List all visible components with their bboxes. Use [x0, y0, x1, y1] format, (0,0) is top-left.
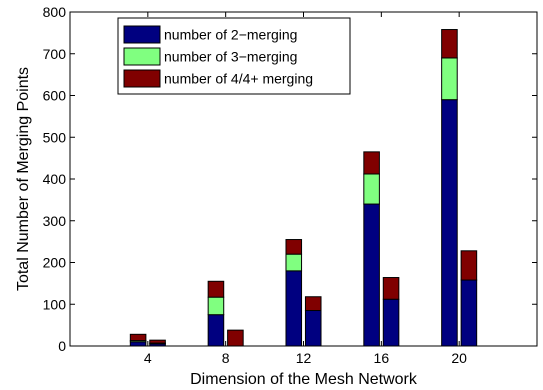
bar-segment-7-series-1 — [364, 204, 380, 346]
y-tick-label: 100 — [43, 296, 67, 312]
legend-label-1: number of 2−merging — [164, 27, 297, 43]
bar-segment-5-series-2 — [286, 254, 302, 271]
y-tick-label: 500 — [43, 129, 67, 145]
bar-segment-9-series-3 — [442, 30, 458, 58]
bar-segment-3-series-2 — [208, 297, 224, 315]
bar-segment-6-series-3 — [305, 297, 321, 311]
x-axis-label: Dimension of the Mesh Network — [190, 371, 418, 388]
bar-segment-7-series-2 — [364, 174, 380, 204]
x-tick-label: 4 — [144, 350, 152, 366]
x-tick-label: 8 — [222, 350, 230, 366]
bar-segment-10-series-1 — [461, 280, 477, 346]
bar-segment-3-series-1 — [208, 315, 224, 346]
legend-swatch-2 — [124, 48, 160, 65]
bar-segment-6-series-1 — [305, 311, 321, 346]
y-tick-label: 200 — [43, 255, 67, 271]
y-tick-label: 800 — [43, 4, 67, 20]
bar-segment-9-series-1 — [442, 100, 458, 346]
bar-segment-9-series-2 — [442, 58, 458, 100]
y-tick-label: 600 — [43, 88, 67, 104]
legend-label-3: number of 4/4+ merging — [164, 71, 313, 87]
legend-label-2: number of 3−merging — [164, 49, 297, 65]
bar-segment-1-series-3 — [130, 334, 146, 340]
x-tick-label: 20 — [451, 350, 467, 366]
x-tick-label: 12 — [296, 350, 312, 366]
legend-swatch-1 — [124, 26, 160, 43]
x-tick-label: 16 — [374, 350, 390, 366]
bar-segment-3-series-3 — [208, 281, 224, 297]
y-tick-label: 400 — [43, 171, 67, 187]
bar-segment-8-series-1 — [383, 299, 399, 346]
bar-segment-8-series-3 — [383, 278, 399, 300]
bar-segment-4-series-3 — [228, 330, 244, 346]
bar-segment-5-series-3 — [286, 240, 302, 255]
bar-segment-5-series-1 — [286, 271, 302, 346]
y-axis-label: Total Number of Merging Points — [15, 67, 32, 291]
y-tick-label: 300 — [43, 213, 67, 229]
bar-segment-1-series-1 — [130, 342, 146, 346]
legend-swatch-3 — [124, 70, 160, 87]
bar-segment-7-series-3 — [364, 152, 380, 174]
y-tick-label: 0 — [58, 338, 66, 354]
bar-segment-2-series-3 — [150, 340, 166, 343]
legend: number of 2−merging number of 3−merging nu… — [118, 18, 350, 94]
y-tick-label: 700 — [43, 46, 67, 62]
bar-segment-10-series-3 — [461, 251, 477, 280]
